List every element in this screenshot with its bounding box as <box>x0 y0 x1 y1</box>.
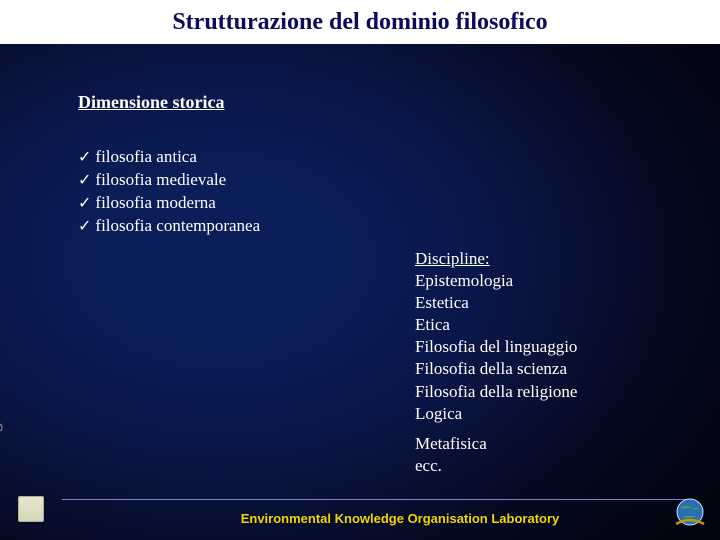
discipline-item: Metafisica <box>415 433 577 455</box>
list-item: ✓ filosofia moderna <box>78 192 260 215</box>
list-item: ✓ filosofia contemporanea <box>78 215 260 238</box>
title-bar: Strutturazione del dominio filosofico <box>0 0 720 44</box>
list-item-label: filosofia contemporanea <box>95 215 260 238</box>
discipline-item: Etica <box>415 314 577 336</box>
discipline-item: Estetica <box>415 292 577 314</box>
list-item-label: filosofia moderna <box>95 192 215 215</box>
disciplines-heading: Discipline: <box>415 248 577 270</box>
check-icon: ✓ <box>78 216 91 238</box>
list-item: ✓ filosofia medievale <box>78 169 260 192</box>
footer-divider <box>62 499 690 500</box>
footer-label: Environmental Knowledge Organisation Lab… <box>0 511 720 526</box>
list-item-label: filosofia medievale <box>95 169 226 192</box>
discipline-item: Epistemologia <box>415 270 577 292</box>
discipline-item: Logica <box>415 403 577 425</box>
discipline-item: Filosofia del linguaggio <box>415 336 577 358</box>
logo-icon <box>18 496 44 522</box>
check-icon: ✓ <box>78 147 91 169</box>
disciplines-block: Discipline: Epistemologia Estetica Etica… <box>415 248 577 477</box>
section-heading-dimensione: Dimensione storica <box>78 92 224 113</box>
globe-icon <box>672 494 708 530</box>
list-item: ✓ filosofia antica <box>78 146 260 169</box>
history-list: ✓ filosofia antica ✓ filosofia medievale… <box>78 146 260 238</box>
check-icon: ✓ <box>78 193 91 215</box>
discipline-item: Filosofia della scienza <box>415 358 577 380</box>
list-item-label: filosofia antica <box>95 146 197 169</box>
discipline-item: Filosofia della religione <box>415 381 577 403</box>
discipline-item: ecc. <box>415 455 577 477</box>
page-title: Strutturazione del dominio filosofico <box>172 9 547 36</box>
org-vertical-label: Consiglio Nazionale delle Ricerche <box>0 180 4 480</box>
check-icon: ✓ <box>78 170 91 192</box>
